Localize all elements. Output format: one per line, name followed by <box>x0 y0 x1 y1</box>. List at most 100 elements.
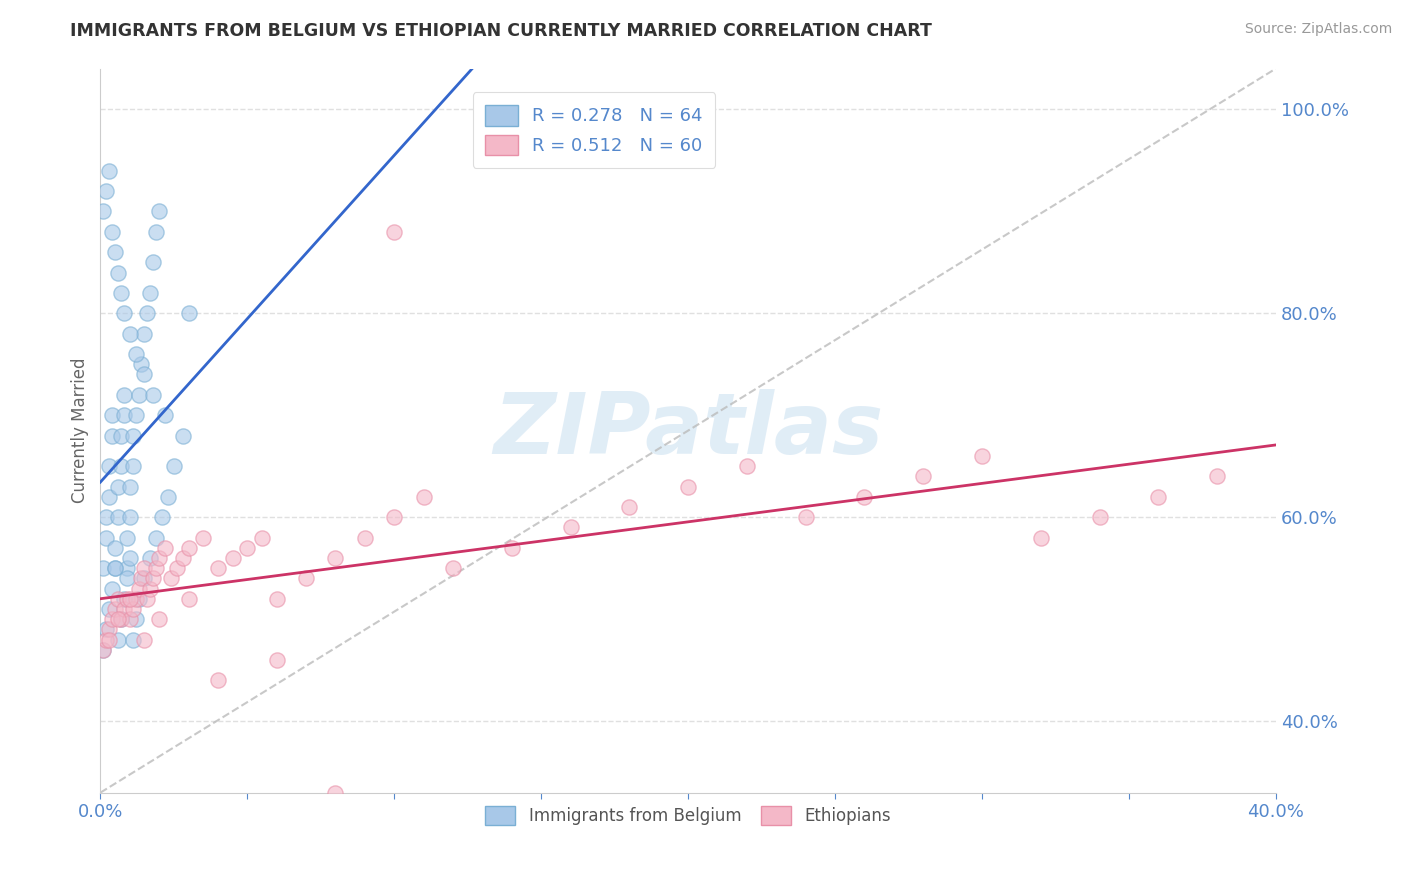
Point <box>153 541 176 555</box>
Point <box>266 653 288 667</box>
Point <box>236 541 259 555</box>
Point <box>193 531 215 545</box>
Point <box>134 572 156 586</box>
Point <box>91 561 114 575</box>
Point <box>110 428 132 442</box>
Point <box>115 531 138 545</box>
Text: IMMIGRANTS FROM BELGIUM VS ETHIOPIAN CURRENTLY MARRIED CORRELATION CHART: IMMIGRANTS FROM BELGIUM VS ETHIOPIAN CUR… <box>70 22 932 40</box>
Text: Source: ZipAtlas.com: Source: ZipAtlas.com <box>1244 22 1392 37</box>
Point <box>112 388 135 402</box>
Point <box>115 591 138 606</box>
Point <box>145 561 167 575</box>
Point <box>136 591 159 606</box>
Point <box>96 184 118 198</box>
Point <box>115 572 138 586</box>
Point <box>145 225 167 239</box>
Point <box>101 428 124 442</box>
Point <box>441 561 464 575</box>
Point <box>134 561 156 575</box>
Point <box>1206 469 1229 483</box>
Point <box>110 459 132 474</box>
Point <box>101 612 124 626</box>
Point <box>104 561 127 575</box>
Point <box>121 632 143 647</box>
Point <box>101 582 124 596</box>
Point <box>131 357 153 371</box>
Point <box>912 469 935 483</box>
Point <box>148 551 170 566</box>
Point <box>266 591 288 606</box>
Point <box>172 551 194 566</box>
Point <box>112 306 135 320</box>
Point <box>382 510 405 524</box>
Point <box>139 582 162 596</box>
Point <box>118 612 141 626</box>
Point <box>1088 510 1111 524</box>
Point <box>115 561 138 575</box>
Point <box>560 520 582 534</box>
Point <box>163 459 186 474</box>
Point <box>354 531 377 545</box>
Point <box>207 673 229 688</box>
Point <box>166 561 188 575</box>
Point <box>124 409 146 423</box>
Point <box>128 582 150 596</box>
Point <box>153 409 176 423</box>
Point <box>139 551 162 566</box>
Point <box>107 632 129 647</box>
Point <box>107 591 129 606</box>
Point <box>107 480 129 494</box>
Point <box>121 459 143 474</box>
Point <box>118 326 141 341</box>
Point <box>221 551 243 566</box>
Point <box>142 388 165 402</box>
Text: ZIPatlas: ZIPatlas <box>494 389 883 472</box>
Point <box>118 591 141 606</box>
Point <box>118 510 141 524</box>
Point <box>1147 490 1170 504</box>
Point <box>150 510 173 524</box>
Point <box>134 632 156 647</box>
Point <box>619 500 641 514</box>
Point <box>142 255 165 269</box>
Point <box>735 459 758 474</box>
Point <box>142 572 165 586</box>
Point <box>1029 531 1052 545</box>
Point <box>91 204 114 219</box>
Legend: Immigrants from Belgium, Ethiopians: Immigrants from Belgium, Ethiopians <box>475 796 901 835</box>
Point <box>177 591 200 606</box>
Point <box>250 531 273 545</box>
Point <box>91 643 114 657</box>
Point <box>112 602 135 616</box>
Point <box>104 541 127 555</box>
Point <box>156 490 179 504</box>
Point <box>96 531 118 545</box>
Point <box>118 480 141 494</box>
Point <box>110 612 132 626</box>
Point <box>148 204 170 219</box>
Point <box>104 602 127 616</box>
Point <box>148 612 170 626</box>
Point <box>107 612 129 626</box>
Point <box>139 285 162 300</box>
Point <box>177 306 200 320</box>
Point <box>104 245 127 260</box>
Point <box>96 623 118 637</box>
Point <box>134 326 156 341</box>
Point <box>128 388 150 402</box>
Point <box>172 428 194 442</box>
Y-axis label: Currently Married: Currently Married <box>72 358 89 503</box>
Point <box>145 531 167 545</box>
Point <box>325 786 347 800</box>
Point <box>136 306 159 320</box>
Point <box>98 490 121 504</box>
Point <box>101 225 124 239</box>
Point <box>98 163 121 178</box>
Point <box>325 551 347 566</box>
Point <box>110 285 132 300</box>
Point <box>501 541 523 555</box>
Point <box>207 561 229 575</box>
Point <box>91 643 114 657</box>
Point <box>101 409 124 423</box>
Point <box>98 459 121 474</box>
